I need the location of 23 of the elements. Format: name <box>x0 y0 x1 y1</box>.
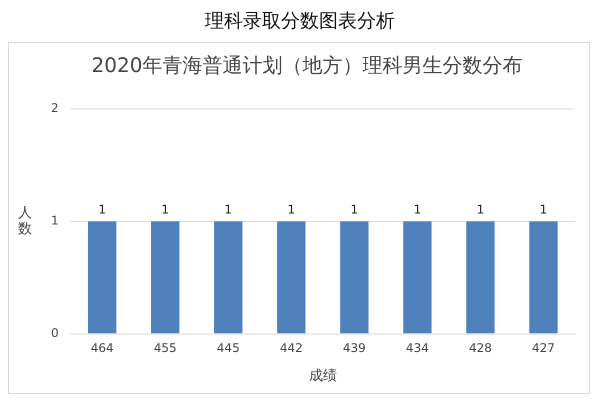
y-tick-label: 2 <box>50 101 59 116</box>
x-tick-label: 439 <box>342 341 366 356</box>
data-label: 1 <box>161 202 170 217</box>
data-label: 1 <box>98 202 106 217</box>
chart-subtitle: 2020年青海普通计划（地方）理科男生分数分布 <box>92 53 522 78</box>
x-tick-label: 455 <box>154 341 177 356</box>
chart-title: 理科录取分数图表分析 <box>204 9 396 34</box>
data-label: 1 <box>287 202 296 217</box>
data-label: 1 <box>414 202 422 217</box>
y-tick-label: 1 <box>50 214 59 228</box>
y-axis-title: 人数 <box>18 205 32 238</box>
x-tick-label: 445 <box>216 341 240 356</box>
x-tick-label: 442 <box>280 341 303 356</box>
x-tick-label: 427 <box>532 341 555 356</box>
data-label: 1 <box>224 202 232 217</box>
data-label: 1 <box>476 202 484 217</box>
data-label: 1 <box>540 202 548 217</box>
x-tick-label: 464 <box>90 341 114 356</box>
x-tick-label: 428 <box>468 341 492 356</box>
data-label: 1 <box>350 202 358 217</box>
x-tick-label: 434 <box>406 341 429 356</box>
y-tick-label: 0 <box>50 326 59 340</box>
x-axis-title: 成绩 <box>308 368 337 384</box>
